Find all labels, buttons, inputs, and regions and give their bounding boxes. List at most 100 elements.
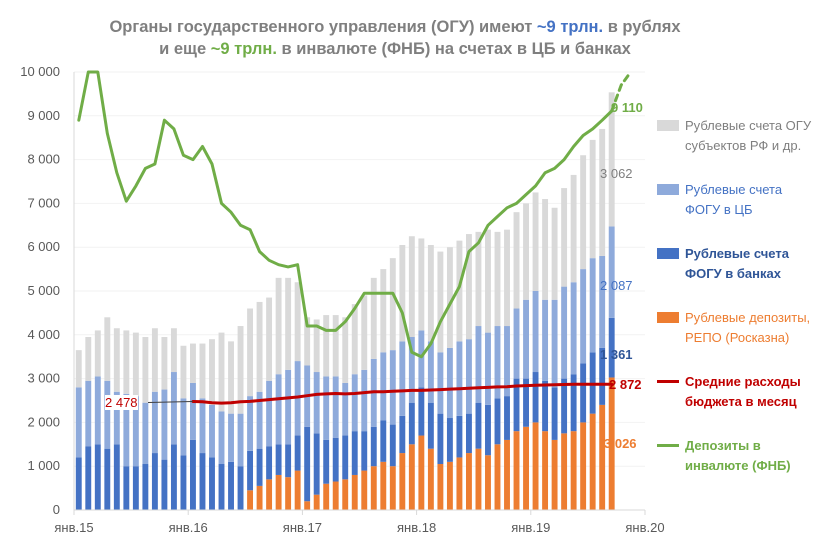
legend-item-green: Депозиты в инвалюте (ФНБ) [657, 436, 791, 476]
bar-segment-gray [209, 339, 215, 405]
fnb-end-label: 9 110 [611, 100, 643, 115]
bar-segment-gray [418, 238, 424, 330]
bar-segment-dark-blue [180, 455, 186, 510]
bar-segment-dark-blue [95, 444, 101, 510]
legend-label: Рублевые счета ФОГУ в ЦБ [685, 180, 782, 220]
y-tick-label: 2 000 [27, 414, 60, 429]
title-highlight: ~9 трлн. [211, 40, 277, 58]
bar-segment-light-blue [247, 396, 253, 451]
bar-segment-dark-blue [323, 440, 329, 484]
bar-segment-orange [380, 462, 386, 510]
bar-segment-dark-blue [380, 420, 386, 462]
bar-segment-light-blue [476, 326, 482, 403]
bar-segment-light-blue [390, 350, 396, 424]
bar-segment-gray [104, 317, 110, 381]
bar-segment-gray [161, 337, 167, 390]
bar-segment-dark-blue [276, 444, 282, 475]
chart-title-line1: Органы государственного управления (ОГУ)… [0, 18, 790, 37]
bar-segment-light-blue [571, 282, 577, 374]
bar-segment-orange [304, 501, 310, 510]
bar-segment-gray [495, 232, 501, 326]
title-text: в рублях [603, 18, 680, 36]
bar-segment-light-blue [361, 370, 367, 431]
bar-segment-light-blue [190, 383, 196, 440]
orange-end-label: 3 026 [604, 436, 637, 451]
legend-label: Средние расходы бюджета в месяц [685, 372, 801, 412]
bar-segment-dark-blue [333, 438, 339, 482]
bar-segment-light-blue [399, 341, 405, 415]
bar-segment-dark-blue [104, 449, 110, 510]
bar-segment-orange [447, 462, 453, 510]
title-highlight: ~9 трлн. [537, 18, 603, 36]
bar-segment-light-blue [609, 226, 615, 317]
legend-swatch [657, 444, 679, 447]
bar-segment-light-blue [514, 309, 520, 379]
bar-segment-gray [390, 258, 396, 350]
bar-segment-gray [552, 208, 558, 300]
bar-segment-orange [418, 436, 424, 510]
bar-segment-gray [361, 295, 367, 369]
y-tick-label: 0 [53, 502, 60, 517]
legend-swatch [657, 312, 679, 323]
legend-label: Рублевые счета ФОГУ в банках [685, 244, 789, 284]
bar-segment-gray [219, 333, 225, 412]
x-tick-label: янв.16 [169, 520, 208, 535]
bar-segment-light-blue [580, 269, 586, 363]
bar-segment-gray [247, 309, 253, 397]
bar-segment-dark-blue [266, 446, 272, 479]
bar-segment-light-blue [485, 333, 491, 405]
bar-segment-orange [409, 444, 415, 510]
bar-segment-orange [533, 422, 539, 510]
bar-segment-dark-blue [200, 453, 206, 510]
bar-segment-light-blue [456, 341, 462, 415]
bar-segment-orange [276, 475, 282, 510]
bar-segment-light-blue [542, 300, 548, 381]
bar-segment-dark-blue [114, 444, 120, 510]
bar-segment-dark-blue [542, 381, 548, 431]
bar-segment-light-blue [333, 376, 339, 437]
bar-segment-dark-blue [476, 403, 482, 449]
bar-segment-orange [428, 449, 434, 510]
bar-segment-gray [371, 278, 377, 359]
bar-segment-dark-blue [399, 416, 405, 453]
bar-segment-dark-blue [76, 457, 82, 510]
bar-segment-gray [514, 212, 520, 308]
y-tick-label: 4 000 [27, 327, 60, 342]
bar-segment-gray [171, 328, 177, 372]
bar-segment-dark-blue [428, 403, 434, 449]
bar-segment-gray [571, 175, 577, 282]
bar-segment-light-blue [314, 372, 320, 433]
legend-swatch [657, 184, 679, 195]
avg-start-label: 2 478 [105, 395, 138, 410]
y-tick-label: 10 000 [20, 64, 60, 79]
bar-segment-light-blue [85, 381, 91, 447]
bar-segment-dark-blue [304, 427, 310, 501]
bar-segment-gray [190, 344, 196, 383]
bar-segment-light-blue [437, 352, 443, 413]
chart-title-line2: и еще ~9 трлн. в инвалюте (ФНБ) на счета… [0, 40, 790, 59]
y-tick-label: 5 000 [27, 283, 60, 298]
y-tick-label: 8 000 [27, 152, 60, 167]
bar-segment-orange [361, 471, 367, 510]
bar-segment-light-blue [466, 339, 472, 413]
x-tick-label: янв.17 [283, 520, 322, 535]
bar-segment-dark-blue [447, 418, 453, 462]
bar-segment-light-blue [323, 376, 329, 440]
darkblue-end-label: 1 361 [600, 347, 633, 362]
bar-segment-light-blue [523, 300, 529, 379]
bar-segment-gray [85, 337, 91, 381]
bar-segment-orange [552, 440, 558, 510]
bar-segment-gray [485, 230, 491, 333]
legend-item-dark-blue: Рублевые счета ФОГУ в банках [657, 244, 789, 284]
title-text: в инвалюте (ФНБ) на счетах в ЦБ и банках [277, 40, 631, 58]
bar-segment-gray [523, 203, 529, 299]
bar-segment-orange [571, 431, 577, 510]
bar-segment-light-blue [428, 341, 434, 402]
bar-segment-orange [390, 466, 396, 510]
title-text: Органы государственного управления (ОГУ)… [109, 18, 536, 36]
bar-segment-gray [342, 317, 348, 383]
bar-segment-orange [257, 486, 263, 510]
bar-segment-light-blue [200, 398, 206, 453]
bar-segment-orange [590, 414, 596, 510]
bar-segment-gray [428, 245, 434, 341]
